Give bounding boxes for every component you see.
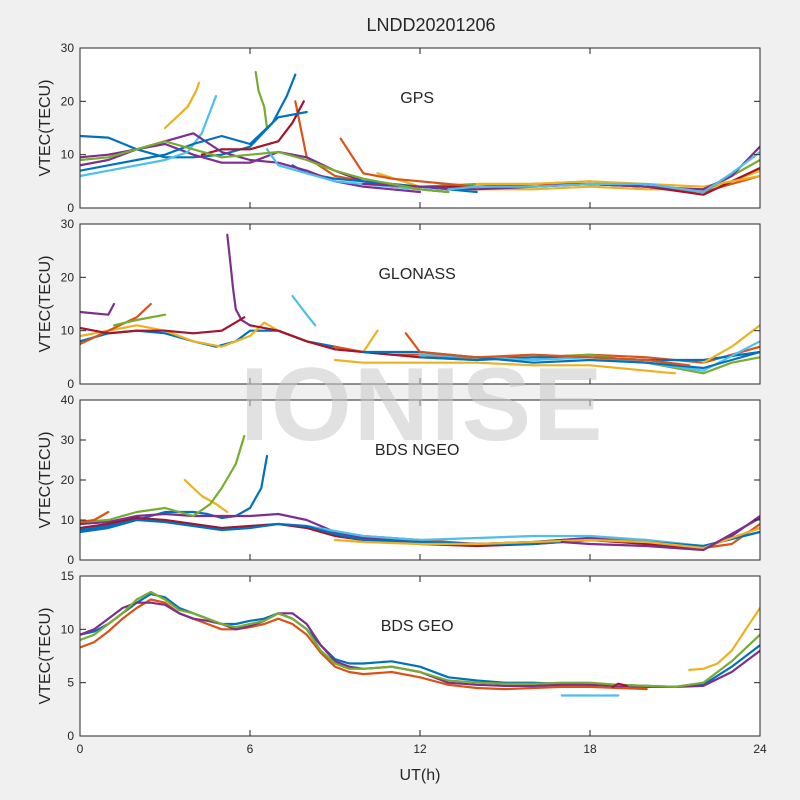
y-axis-label: VTEC(TECU): [37, 608, 54, 705]
y-tick-label: 0: [67, 377, 74, 391]
series-line-1: [80, 598, 648, 691]
panel-label: BDS GEO: [381, 618, 454, 635]
series-line-19: [447, 150, 760, 194]
series-group: [80, 434, 760, 552]
series-line-2: [688, 606, 760, 672]
series-line-2: [183, 478, 229, 514]
y-tick-label: 20: [61, 94, 75, 108]
y-tick-label: 30: [61, 41, 75, 55]
series-line-0: [80, 73, 297, 159]
series-line-9: [333, 526, 760, 550]
y-axis-label: VTEC(TECU): [37, 432, 54, 529]
y-tick-label: 10: [61, 148, 75, 162]
x-tick-label: 0: [77, 742, 84, 756]
y-tick-label: 15: [61, 569, 75, 583]
y-tick-label: 0: [67, 553, 74, 567]
panel-background: [80, 400, 760, 560]
series-line-9: [333, 358, 677, 375]
series-line-10: [80, 302, 116, 316]
y-axis-label: VTEC(TECU): [37, 256, 54, 353]
series-group: [80, 233, 760, 375]
series-line-8: [80, 510, 110, 524]
x-tick-label: 18: [583, 742, 597, 756]
series-line-15: [404, 332, 691, 367]
figure-title: LNDD20201206: [366, 15, 495, 35]
x-tick-label: 6: [247, 742, 254, 756]
x-axis-label: UT(h): [400, 767, 441, 784]
series-line-4: [80, 590, 760, 689]
series-line-3: [80, 601, 760, 689]
series-line-4: [80, 434, 246, 524]
y-tick-label: 10: [61, 513, 75, 527]
series-line-10: [560, 516, 760, 552]
series-group: [80, 590, 760, 697]
x-tick-label: 24: [753, 742, 767, 756]
y-tick-label: 20: [61, 270, 75, 284]
panel-2: 0 10 20 30 40 VTEC(TECU) BDS NGEO: [37, 393, 761, 567]
series-line-11: [254, 70, 269, 130]
series-line-9: [163, 81, 201, 130]
panel-3: 0 5 10 15 0 6 12 18 24 VTEC(TECU) BDS GEO: [37, 569, 767, 756]
y-tick-label: 40: [61, 393, 75, 407]
series-line-16: [702, 324, 760, 364]
y-tick-label: 30: [61, 217, 75, 231]
series-line-5: [80, 94, 218, 178]
series-line-5: [291, 294, 317, 327]
y-tick-label: 30: [61, 433, 75, 447]
y-tick-label: 5: [67, 676, 74, 690]
series-line-18: [80, 140, 450, 194]
y-tick-label: 0: [67, 201, 74, 215]
series-line-11: [112, 313, 167, 327]
y-tick-label: 10: [61, 324, 75, 338]
series-line-6: [611, 682, 628, 689]
series-line-3: [226, 233, 252, 327]
panel-background: [80, 576, 760, 736]
y-axis-label: VTEC(TECU): [37, 80, 54, 177]
panel-1: 0 10 20 30 VTEC(TECU) GLONASS: [37, 217, 761, 391]
y-tick-label: 20: [61, 473, 75, 487]
y-tick-label: 10: [61, 622, 75, 636]
panel-0: 0 10 20 30 VTEC(TECU) GPS: [37, 41, 761, 215]
panel-label: BDS NGEO: [375, 442, 459, 459]
panels: 0 10 20 30 VTEC(TECU) GPS 0 10 20 30 VTEC(TECU) GLO…: [37, 41, 767, 756]
series-group: [80, 70, 760, 196]
panel-label: GLONASS: [378, 266, 455, 283]
series-line-13: [80, 316, 246, 335]
panel-label: GPS: [400, 90, 434, 107]
series-line-15: [339, 137, 478, 188]
x-tick-label: 12: [413, 742, 427, 756]
series-line-14: [80, 110, 308, 172]
y-tick-label: 0: [67, 729, 74, 743]
series-line-6: [248, 324, 422, 359]
